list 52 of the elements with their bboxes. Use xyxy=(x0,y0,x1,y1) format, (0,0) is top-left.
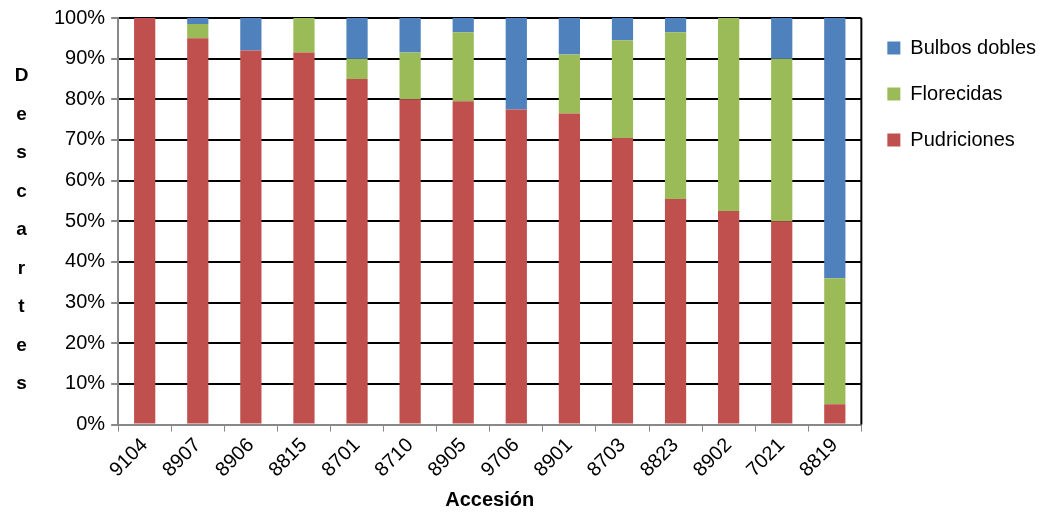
bar xyxy=(346,18,368,59)
bar xyxy=(452,101,474,424)
bar xyxy=(611,18,634,41)
bar xyxy=(505,18,527,110)
bar xyxy=(187,38,209,424)
y-tick-label: 50% xyxy=(65,208,106,231)
bar xyxy=(187,18,209,25)
y-tick-label: 80% xyxy=(65,86,106,109)
bar xyxy=(187,24,209,39)
y-tick-label: 0% xyxy=(76,412,106,435)
bar xyxy=(293,52,315,424)
y-tick-label: 90% xyxy=(65,46,106,69)
bar xyxy=(346,58,368,79)
bar xyxy=(771,58,793,222)
bar xyxy=(399,52,421,100)
bar xyxy=(771,221,793,424)
bar xyxy=(558,18,580,55)
bar xyxy=(505,109,527,424)
bar xyxy=(452,18,474,33)
bar xyxy=(771,18,793,59)
y-tick-label: 70% xyxy=(65,127,106,150)
bar xyxy=(718,18,740,212)
legend-label: Bulbos dobles xyxy=(910,35,1037,58)
bar xyxy=(399,99,421,424)
bar xyxy=(558,54,580,114)
bar xyxy=(664,32,687,199)
bar xyxy=(240,18,262,51)
bar xyxy=(240,50,262,424)
bar xyxy=(824,18,846,279)
bar xyxy=(824,278,846,405)
bar xyxy=(664,18,687,33)
bar xyxy=(718,211,740,424)
bar xyxy=(346,78,368,424)
y-axis-title: Descartes xyxy=(10,64,32,411)
y-tick-label: 30% xyxy=(65,290,106,313)
y-tick-label: 60% xyxy=(65,168,106,191)
bar xyxy=(452,32,474,102)
x-axis-title: Accesión xyxy=(445,487,535,510)
y-tick-label: 100% xyxy=(54,5,106,28)
bar xyxy=(293,18,315,53)
bar xyxy=(824,404,846,424)
y-tick-label: 40% xyxy=(65,249,106,272)
bar xyxy=(611,40,634,138)
bar xyxy=(558,113,580,424)
y-tick-label: 20% xyxy=(65,330,106,353)
bar xyxy=(134,18,156,424)
y-tick-label: 10% xyxy=(65,371,106,394)
bar xyxy=(611,137,634,424)
bar xyxy=(399,18,421,53)
legend-label: Florecidas xyxy=(910,81,1003,104)
bar xyxy=(664,198,687,424)
legend-label: Pudriciones xyxy=(910,127,1015,150)
